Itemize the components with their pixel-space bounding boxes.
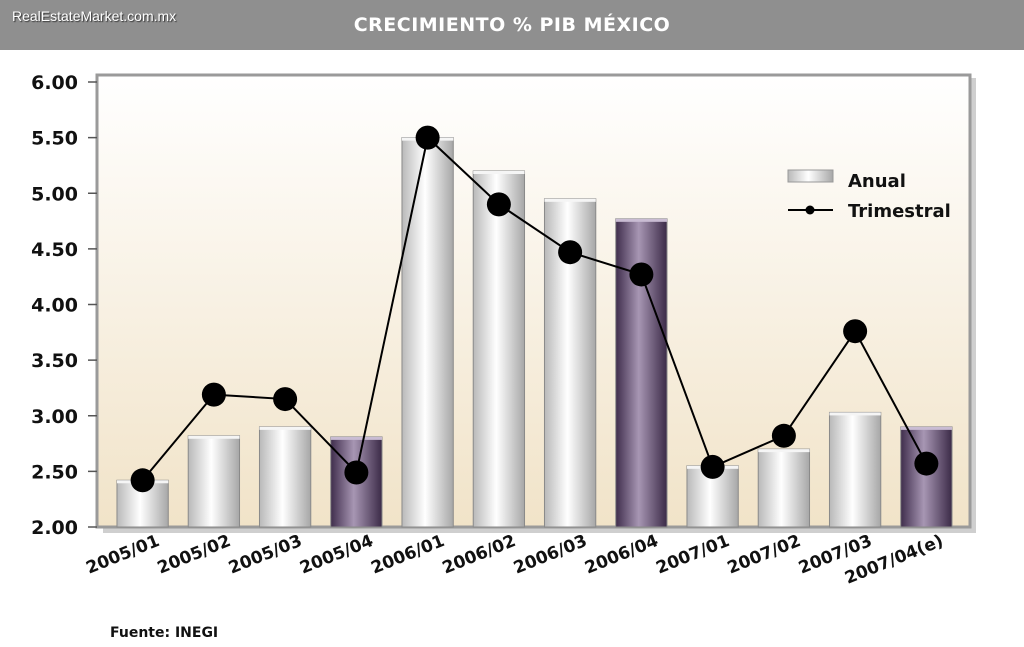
y-tick-label: 5.00	[31, 183, 78, 205]
trimestral-point-2005/03	[273, 387, 298, 412]
bar-2006/01	[401, 137, 454, 528]
header-bar	[0, 0, 1024, 50]
y-tick-label: 2.50	[31, 461, 78, 483]
y-tick-label: 3.50	[31, 350, 78, 372]
bar-cap	[829, 412, 881, 416]
bar-cap	[900, 426, 953, 430]
x-tick-label: 2007/02	[725, 531, 804, 578]
trimestral-point-2007/01	[700, 454, 725, 479]
bar-cap	[473, 171, 525, 174]
plot-area	[95, 73, 972, 529]
y-tick-label: 6.00	[31, 72, 78, 94]
bar-2005/03	[258, 426, 312, 528]
bar-cap	[259, 426, 311, 430]
legend-anual-label: Anual	[848, 171, 906, 192]
bar-cap	[758, 449, 810, 453]
y-tick-label: 4.00	[31, 295, 78, 317]
legend-trimestral-marker	[805, 205, 815, 215]
bar-cap	[544, 198, 596, 202]
trimestral-point-2007/02	[771, 423, 796, 448]
trimestral-point-2007/03	[843, 319, 868, 344]
bar-cap	[615, 218, 668, 222]
bar-2007/03	[828, 411, 882, 528]
trimestral-point-2007/04(e)	[914, 451, 939, 476]
trimestral-point-2006/03	[558, 240, 583, 265]
trimestral-point-2005/04	[344, 460, 369, 485]
legend-trimestral-label: Trimestral	[848, 201, 951, 222]
y-tick-label: 2.00	[31, 517, 78, 539]
x-tick-label: 2006/04	[582, 531, 661, 579]
x-tick-label: 2006/03	[511, 531, 590, 578]
y-tick-label: 5.50	[31, 128, 78, 150]
bar-2005/02	[187, 435, 241, 528]
trimestral-point-2006/04	[629, 262, 654, 287]
bar-cap	[188, 435, 240, 439]
x-tick-label: 2005/02	[155, 531, 234, 578]
y-tick-label: 4.50	[31, 239, 78, 261]
x-tick-label: 2006/02	[440, 531, 519, 578]
trimestral-point-2005/02	[201, 382, 226, 407]
site-watermark: RealEstateMarket.com.mx	[12, 8, 177, 24]
chart-title: CRECIMIENTO % PIB MÉXICO	[353, 14, 671, 36]
legend-anual-swatch	[787, 169, 834, 183]
source-note: Fuente: INEGI	[110, 625, 219, 641]
x-tick-label: 2005/04	[297, 531, 376, 579]
trimestral-point-2006/01	[415, 125, 440, 150]
y-tick-label: 3.00	[31, 406, 78, 428]
trimestral-point-2006/02	[486, 192, 511, 217]
bar-cap	[330, 436, 383, 440]
bar-2007/02	[757, 448, 811, 528]
x-tick-label: 2007/01	[653, 531, 732, 578]
gdp-chart: 2.00 2.50 3.00 3.50 4.00 4.50 5.00 5.50 6.00 200…	[31, 72, 976, 589]
trimestral-point-2005/01	[130, 468, 155, 493]
bar-2006/02	[472, 170, 526, 528]
x-tick-label: 2005/03	[226, 531, 305, 578]
x-tick-label: 2005/01	[83, 531, 162, 578]
x-tick-label: 2006/01	[368, 531, 447, 578]
bar-2007/04(e)	[900, 426, 953, 528]
